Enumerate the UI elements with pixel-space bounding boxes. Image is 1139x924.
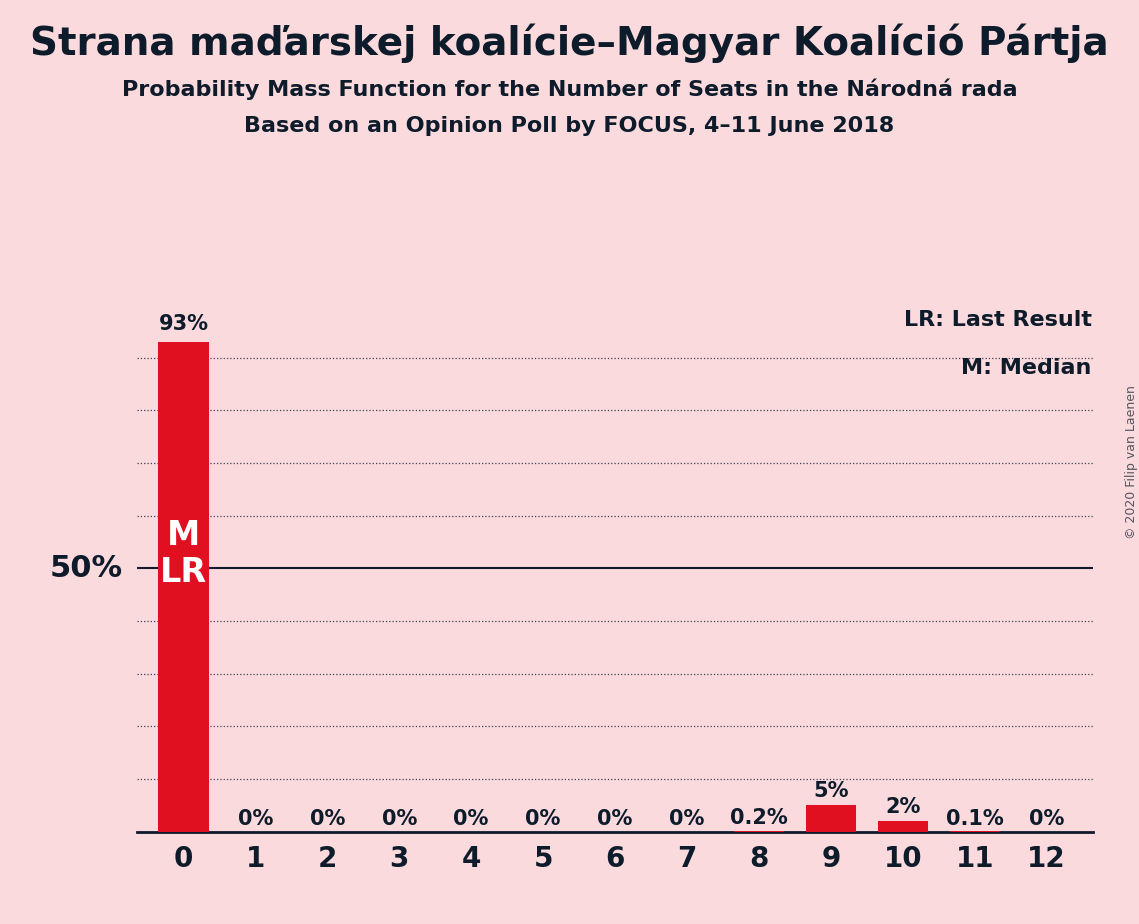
Text: © 2020 Filip van Laenen: © 2020 Filip van Laenen (1124, 385, 1138, 539)
Text: M: Median: M: Median (961, 358, 1091, 378)
Text: Probability Mass Function for the Number of Seats in the Národná rada: Probability Mass Function for the Number… (122, 79, 1017, 100)
Text: 5%: 5% (813, 781, 849, 801)
Text: 0.1%: 0.1% (945, 809, 1003, 829)
Text: 0%: 0% (525, 809, 560, 830)
Text: M: M (166, 519, 200, 553)
Text: 0%: 0% (1029, 809, 1064, 830)
Text: LR: Last Result: LR: Last Result (903, 310, 1091, 330)
Bar (878, 821, 928, 832)
Text: Strana maďarskej koalície–Magyar Koalíció Pártja: Strana maďarskej koalície–Magyar Koalíci… (31, 23, 1108, 63)
Bar (734, 831, 784, 832)
Bar (805, 805, 857, 832)
Text: 0%: 0% (310, 809, 345, 830)
Text: 93%: 93% (158, 314, 208, 334)
Text: 0%: 0% (238, 809, 273, 830)
Text: Based on an Opinion Poll by FOCUS, 4–11 June 2018: Based on an Opinion Poll by FOCUS, 4–11 … (245, 116, 894, 136)
Text: 0.2%: 0.2% (730, 808, 788, 829)
Text: 0%: 0% (670, 809, 705, 830)
Text: 0%: 0% (597, 809, 633, 830)
Text: 50%: 50% (49, 553, 122, 583)
Bar (158, 342, 208, 832)
Text: 0%: 0% (382, 809, 417, 830)
Text: LR: LR (159, 556, 207, 590)
Text: 0%: 0% (453, 809, 489, 830)
Text: 2%: 2% (885, 796, 920, 817)
